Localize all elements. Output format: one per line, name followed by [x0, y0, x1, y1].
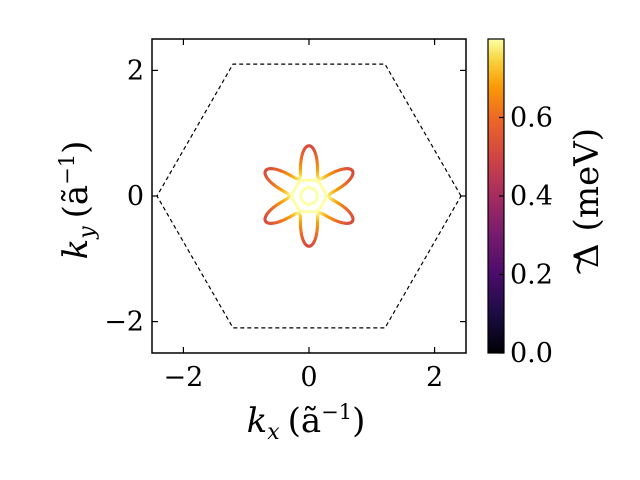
colorbar-tick-label: 0.0	[510, 338, 553, 369]
x-axis-label: kx (ã−1)	[247, 400, 366, 445]
colorbar-tick-label: 0.4	[510, 181, 553, 212]
x-tick-label: 2	[426, 362, 443, 393]
y-axis-ticks: −2 0 2	[104, 55, 466, 338]
fermi-surface-star	[263, 144, 355, 248]
colorbar-tick-label: 0.2	[510, 260, 553, 291]
y-tick-label: 2	[127, 55, 144, 86]
y-tick-label: −2	[104, 307, 144, 338]
colorbar-ticks: 0.0 0.2 0.4 0.6	[499, 103, 553, 369]
plot-area	[156, 63, 462, 329]
y-tick-label: 0	[127, 181, 144, 212]
x-tick-label: −2	[163, 362, 203, 393]
x-axis-ticks: −2 0 2	[163, 39, 443, 393]
brillouin-zone-hexagon	[156, 63, 462, 329]
x-tick-label: 0	[300, 362, 317, 393]
colorbar-label-tilde: ~	[561, 251, 596, 276]
fermi-surface-ring-inner	[299, 186, 319, 206]
y-axis-label: ky(ã−1)	[55, 141, 100, 260]
plot-frame	[151, 38, 467, 354]
colorbar-tick-label: 0.6	[510, 103, 553, 134]
fermi-surface-ring-outer	[290, 178, 328, 214]
colorbar-label: Δ(meV)	[567, 128, 607, 268]
